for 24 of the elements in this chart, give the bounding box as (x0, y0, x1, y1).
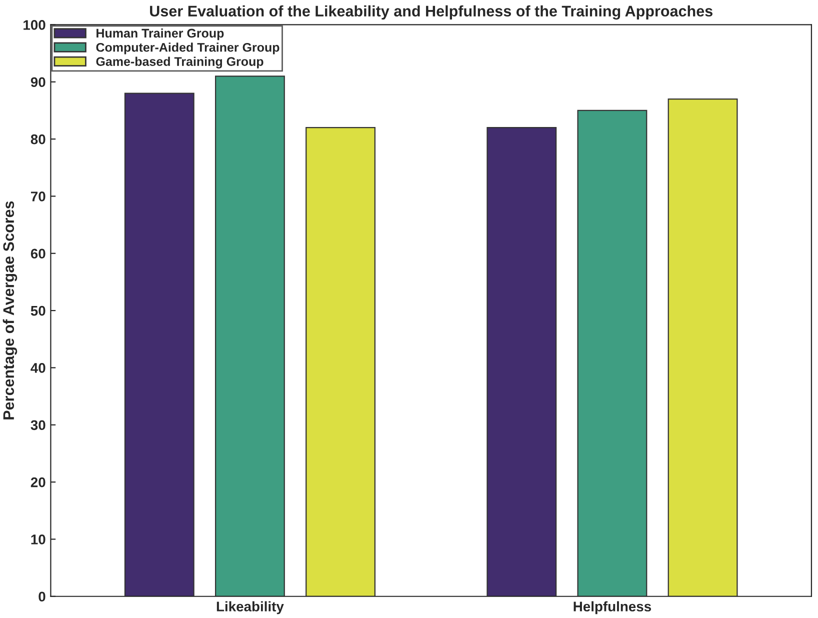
bar (486, 127, 557, 596)
bar (577, 110, 648, 596)
y-tick-label: 50 (30, 306, 46, 316)
y-tick-label: 80 (30, 134, 46, 144)
y-tick-label: 100 (24, 20, 46, 30)
x-tick-label: Helpfulness (574, 601, 652, 614)
bar (214, 76, 285, 596)
legend-label: Computer-Aided Trainer Group (96, 42, 280, 54)
bar (668, 98, 738, 596)
y-tick-label: 90 (30, 77, 46, 88)
y-tick-label: 10 (31, 534, 46, 544)
y-tick-label: 70 (31, 192, 46, 202)
bar (124, 92, 194, 596)
y-tick-label: 60 (30, 248, 46, 259)
legend-label: Game-based Training Group (96, 56, 264, 68)
chart-title: User Evaluation of the Likeability and Helpfulness of the Training Approaches (150, 5, 712, 20)
y-tick-label: 20 (30, 477, 46, 488)
bar (306, 127, 376, 596)
y-axis-title: Percentage of Avergae Scores (2, 201, 18, 420)
y-tick-label: 0 (38, 592, 46, 602)
y-tick-label: 30 (30, 420, 46, 430)
y-tick-label: 40 (30, 363, 46, 373)
legend-label: Human Trainer Group (96, 28, 224, 40)
x-tick-label: Likeability (216, 601, 284, 614)
